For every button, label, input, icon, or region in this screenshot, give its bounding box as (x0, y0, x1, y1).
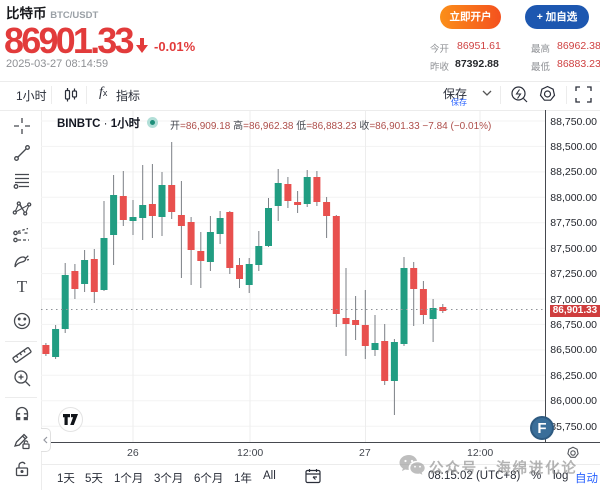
svg-text:T: T (17, 277, 28, 296)
